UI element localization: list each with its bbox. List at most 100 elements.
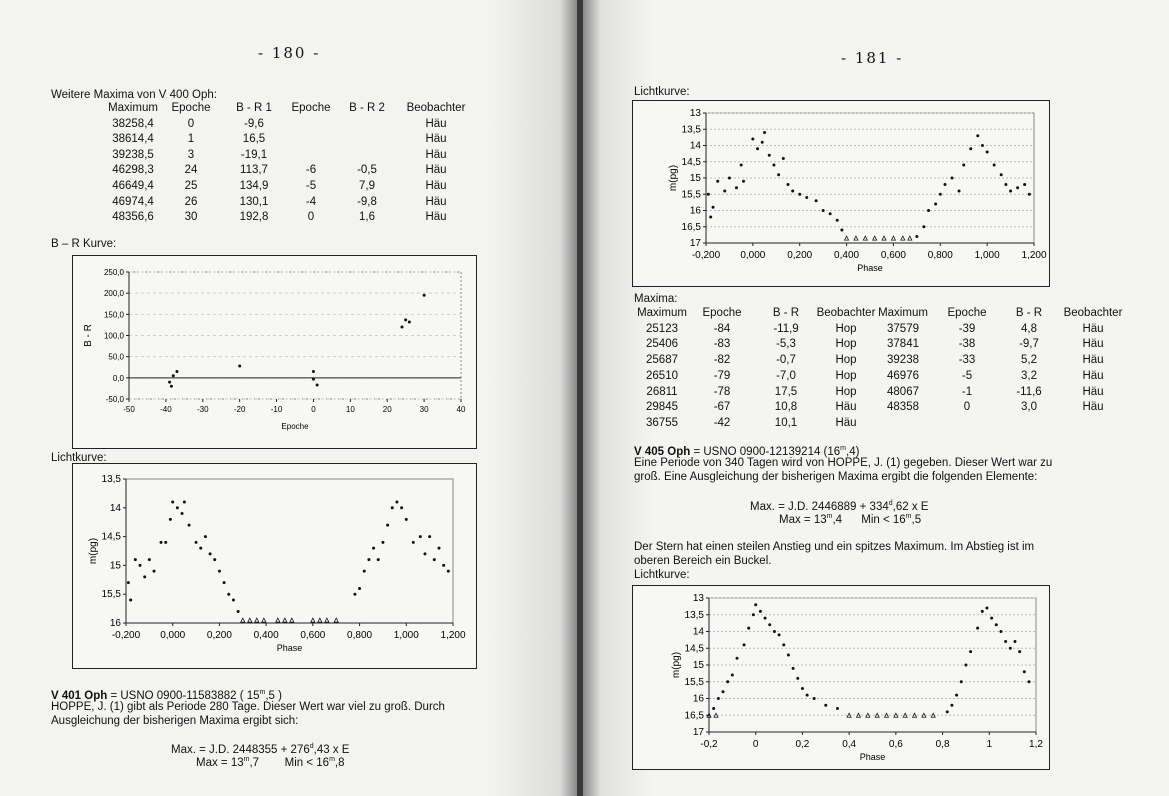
- y-tick-label: 50,0: [108, 353, 124, 362]
- data-point: [791, 189, 795, 193]
- x-axis-label: Phase: [860, 752, 886, 762]
- data-point: [999, 630, 1003, 633]
- data-point: [404, 517, 408, 521]
- limit-point: [324, 617, 330, 623]
- table-cell: -82: [713, 354, 731, 367]
- data-point: [180, 512, 184, 516]
- table-row: 46974,4 26 130,1 -4 -9,8 Häu: [0, 196, 577, 211]
- data-point: [1016, 186, 1020, 190]
- v401-heading: V 401 Oph = USNO 0900-11583882 ( 15m,5 ): [51, 689, 282, 702]
- data-point: [706, 192, 710, 196]
- data-point: [800, 686, 804, 690]
- table-cell: -11,6: [1016, 385, 1042, 398]
- column-header: Epoche: [171, 102, 211, 114]
- table-cell: -0,5: [357, 164, 377, 177]
- limit-point: [853, 235, 859, 241]
- y-tick-label: 13,5: [102, 474, 122, 485]
- table-cell: 3,2: [1021, 369, 1037, 382]
- table-cell: 26510: [646, 369, 678, 382]
- table-cell: -9,7: [1019, 338, 1039, 351]
- data-point: [182, 500, 186, 504]
- data-point: [938, 192, 942, 196]
- column-header: Beobachter: [816, 307, 876, 319]
- data-point: [763, 616, 767, 620]
- x-tick-label: 20: [383, 405, 392, 414]
- data-point: [194, 540, 198, 544]
- data-point: [1023, 183, 1027, 186]
- data-point: [980, 609, 984, 613]
- table-cell: 1,6: [359, 211, 375, 224]
- data-point: [824, 703, 828, 707]
- maxima-table: Maximum Epoche B - R 1 Epoche B - R 2 Beobach…: [0, 102, 577, 232]
- table-cell: 48358: [887, 401, 919, 414]
- x-tick-label: 0,000: [740, 250, 765, 261]
- table-cell: 38258,4: [112, 117, 154, 130]
- data-point: [418, 535, 422, 539]
- v405-text: Eine Periode von 340 Tagen wird von HOPP…: [634, 457, 1053, 469]
- table-cell: -42: [713, 416, 731, 429]
- data-point: [922, 225, 926, 229]
- x-tick-label: 0,200: [787, 250, 812, 261]
- v401-formula: Max. = J.D. 2448355 + 276d,43 x E: [171, 743, 350, 756]
- data-point: [756, 147, 760, 151]
- x-tick-label: 1,000: [394, 630, 419, 641]
- x-axis-label: Phase: [277, 643, 303, 653]
- data-point: [969, 147, 973, 151]
- data-point: [763, 131, 767, 134]
- v401-text: Ausgleichung der bisherigen Maxima ergib…: [51, 715, 299, 727]
- v405-text: groß. Eine Ausgleichung der bisherigen M…: [634, 471, 1038, 483]
- data-point: [994, 623, 998, 627]
- data-point: [1009, 189, 1013, 193]
- data-point: [980, 144, 984, 147]
- table-cell: -83: [713, 338, 731, 351]
- table-cell: 39238,5: [112, 148, 154, 161]
- v401-extrema: Max = 13m,7 Min < 16m,8: [196, 756, 345, 769]
- column-header: Beobachter: [1063, 307, 1123, 319]
- data-point: [1004, 183, 1008, 186]
- data-point: [362, 569, 366, 573]
- table-cell: Hop: [835, 354, 857, 367]
- x-tick-label: -30: [197, 405, 209, 414]
- data-point: [959, 680, 963, 684]
- data-point: [1008, 646, 1012, 650]
- x-tick-label: 0: [753, 739, 759, 750]
- table-cell: 25123: [646, 322, 678, 335]
- data-point: [231, 598, 235, 602]
- limit-point: [713, 712, 719, 718]
- table-cell: 39238: [887, 354, 919, 367]
- table-cell: -33: [958, 354, 976, 367]
- data-point: [1004, 640, 1008, 644]
- y-tick-label: 16: [690, 206, 702, 217]
- table-cell: Häu: [1082, 385, 1104, 398]
- data-point: [950, 176, 954, 180]
- br-curve-label: B – R Kurve:: [51, 238, 117, 250]
- data-point: [927, 209, 931, 212]
- data-point: [159, 540, 163, 544]
- data-point: [1027, 192, 1031, 196]
- data-point: [315, 383, 319, 387]
- data-point: [358, 586, 362, 590]
- data-point: [730, 673, 734, 677]
- limit-point: [900, 235, 906, 241]
- table-cell: 36755: [646, 416, 678, 429]
- column-header: Epoche: [947, 307, 987, 319]
- limit-point: [893, 712, 899, 718]
- data-point: [768, 623, 772, 627]
- table-cell: Häu: [835, 416, 857, 429]
- data-point: [934, 202, 938, 206]
- data-point: [217, 569, 221, 573]
- data-point: [199, 546, 203, 550]
- x-tick-label: 0,2: [795, 739, 809, 750]
- page-number: - 181 -: [841, 49, 904, 67]
- table-cell: Häu: [835, 401, 857, 414]
- table-cell: 25687: [646, 354, 678, 367]
- data-point: [376, 558, 380, 562]
- data-point: [805, 196, 809, 199]
- table-cell: 5,2: [1021, 354, 1037, 367]
- table-cell: Häu: [1082, 354, 1104, 367]
- table-cell: Häu: [1082, 369, 1104, 382]
- data-point: [187, 523, 191, 527]
- table-cell: Häu: [425, 195, 447, 208]
- table-cell: -9,8: [357, 195, 377, 208]
- lightcurve-label: Lichtkurve:: [634, 569, 690, 581]
